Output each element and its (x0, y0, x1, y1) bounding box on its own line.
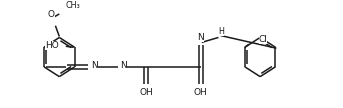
Text: Cl: Cl (259, 35, 268, 44)
Text: N: N (91, 61, 97, 70)
Text: HO: HO (45, 41, 59, 50)
Text: OH: OH (139, 88, 153, 97)
Text: H: H (218, 27, 224, 36)
Text: CH₃: CH₃ (65, 1, 80, 10)
Text: OH: OH (194, 88, 208, 97)
Text: N: N (198, 33, 204, 42)
Text: N: N (120, 61, 127, 70)
Text: O: O (48, 10, 55, 19)
